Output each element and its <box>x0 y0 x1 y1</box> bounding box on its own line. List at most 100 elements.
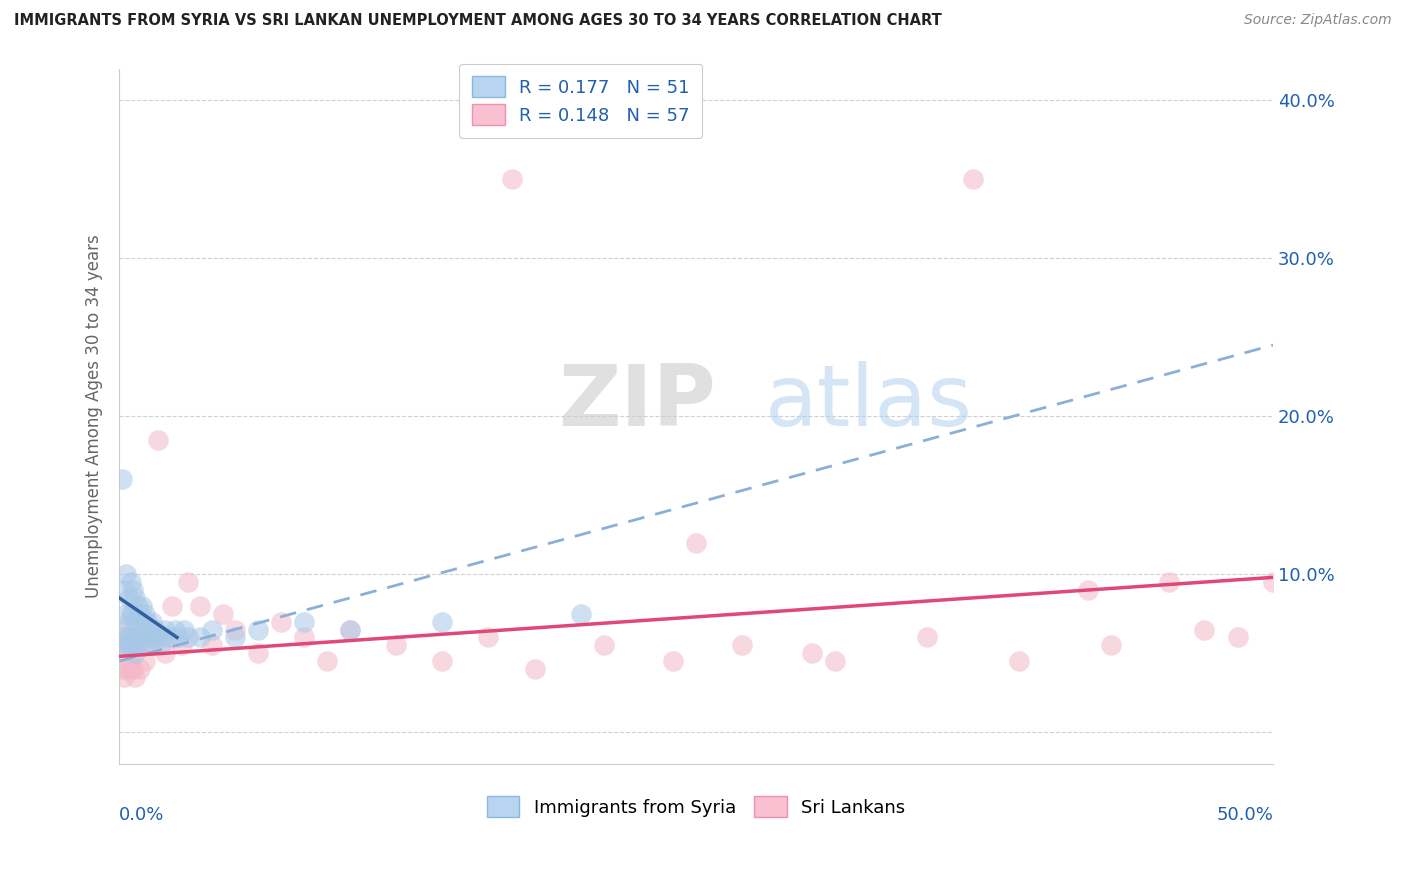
Point <box>117 654 139 668</box>
Point <box>131 623 153 637</box>
Point <box>145 623 167 637</box>
Point <box>148 631 170 645</box>
Point <box>110 662 132 676</box>
Point <box>224 623 246 637</box>
Point <box>112 623 135 637</box>
Point <box>142 631 165 645</box>
Point <box>432 654 454 668</box>
Point <box>122 582 145 597</box>
Point <box>685 535 707 549</box>
Point <box>134 654 156 668</box>
Point <box>124 615 146 629</box>
Point <box>138 623 160 637</box>
Point <box>731 638 754 652</box>
Point <box>1227 631 1250 645</box>
Point <box>117 591 139 605</box>
Point <box>1008 654 1031 668</box>
Point <box>1159 575 1181 590</box>
Point <box>127 623 149 637</box>
Point <box>224 631 246 645</box>
Text: atlas: atlas <box>765 360 973 443</box>
Point <box>200 623 222 637</box>
Point <box>134 631 156 645</box>
Point <box>142 631 165 645</box>
Point <box>112 670 135 684</box>
Point <box>127 631 149 645</box>
Point <box>1077 582 1099 597</box>
Text: 50.0%: 50.0% <box>1216 805 1272 823</box>
Point <box>824 654 846 668</box>
Point <box>200 638 222 652</box>
Point <box>115 638 138 652</box>
Point <box>270 615 292 629</box>
Point <box>316 654 339 668</box>
Point <box>136 631 159 645</box>
Point <box>115 631 138 645</box>
Point <box>124 638 146 652</box>
Point <box>117 615 139 629</box>
Point <box>523 662 546 676</box>
Point <box>339 623 361 637</box>
Point <box>127 599 149 613</box>
Point <box>115 567 138 582</box>
Text: 0.0%: 0.0% <box>120 805 165 823</box>
Legend: Immigrants from Syria, Sri Lankans: Immigrants from Syria, Sri Lankans <box>479 789 912 824</box>
Point <box>138 638 160 652</box>
Point <box>110 472 132 486</box>
Point <box>136 615 159 629</box>
Point <box>115 607 138 621</box>
Point <box>124 591 146 605</box>
Point <box>115 662 138 676</box>
Point <box>129 662 152 676</box>
Text: ZIP: ZIP <box>558 360 716 443</box>
Point <box>120 631 142 645</box>
Point <box>159 631 181 645</box>
Point <box>592 638 614 652</box>
Point <box>385 638 408 652</box>
Point <box>188 631 211 645</box>
Point <box>122 631 145 645</box>
Point <box>212 607 235 621</box>
Point <box>120 662 142 676</box>
Point <box>141 615 163 629</box>
Point <box>246 646 269 660</box>
Point <box>112 638 135 652</box>
Point <box>339 623 361 637</box>
Point <box>170 638 193 652</box>
Point <box>117 638 139 652</box>
Point <box>110 631 132 645</box>
Point <box>1261 575 1284 590</box>
Point <box>1400 575 1406 590</box>
Point <box>120 607 142 621</box>
Point <box>432 615 454 629</box>
Point <box>117 631 139 645</box>
Point <box>662 654 685 668</box>
Point <box>110 638 132 652</box>
Point <box>112 582 135 597</box>
Y-axis label: Unemployment Among Ages 30 to 34 years: Unemployment Among Ages 30 to 34 years <box>86 235 103 598</box>
Point <box>131 638 153 652</box>
Point <box>1331 591 1354 605</box>
Point <box>188 599 211 613</box>
Point <box>122 662 145 676</box>
Point <box>800 646 823 660</box>
Point <box>569 607 592 621</box>
Point <box>1192 623 1215 637</box>
Point <box>501 172 523 186</box>
Point <box>177 631 200 645</box>
Point <box>149 638 172 652</box>
Point <box>129 631 152 645</box>
Text: IMMIGRANTS FROM SYRIA VS SRI LANKAN UNEMPLOYMENT AMONG AGES 30 TO 34 YEARS CORRE: IMMIGRANTS FROM SYRIA VS SRI LANKAN UNEM… <box>14 13 942 29</box>
Point <box>962 172 984 186</box>
Point <box>152 631 174 645</box>
Point <box>155 646 177 660</box>
Point <box>127 638 149 652</box>
Point <box>915 631 938 645</box>
Point <box>292 631 315 645</box>
Point <box>292 615 315 629</box>
Point <box>120 575 142 590</box>
Point <box>122 607 145 621</box>
Point <box>120 638 142 652</box>
Point <box>246 623 269 637</box>
Point <box>477 631 499 645</box>
